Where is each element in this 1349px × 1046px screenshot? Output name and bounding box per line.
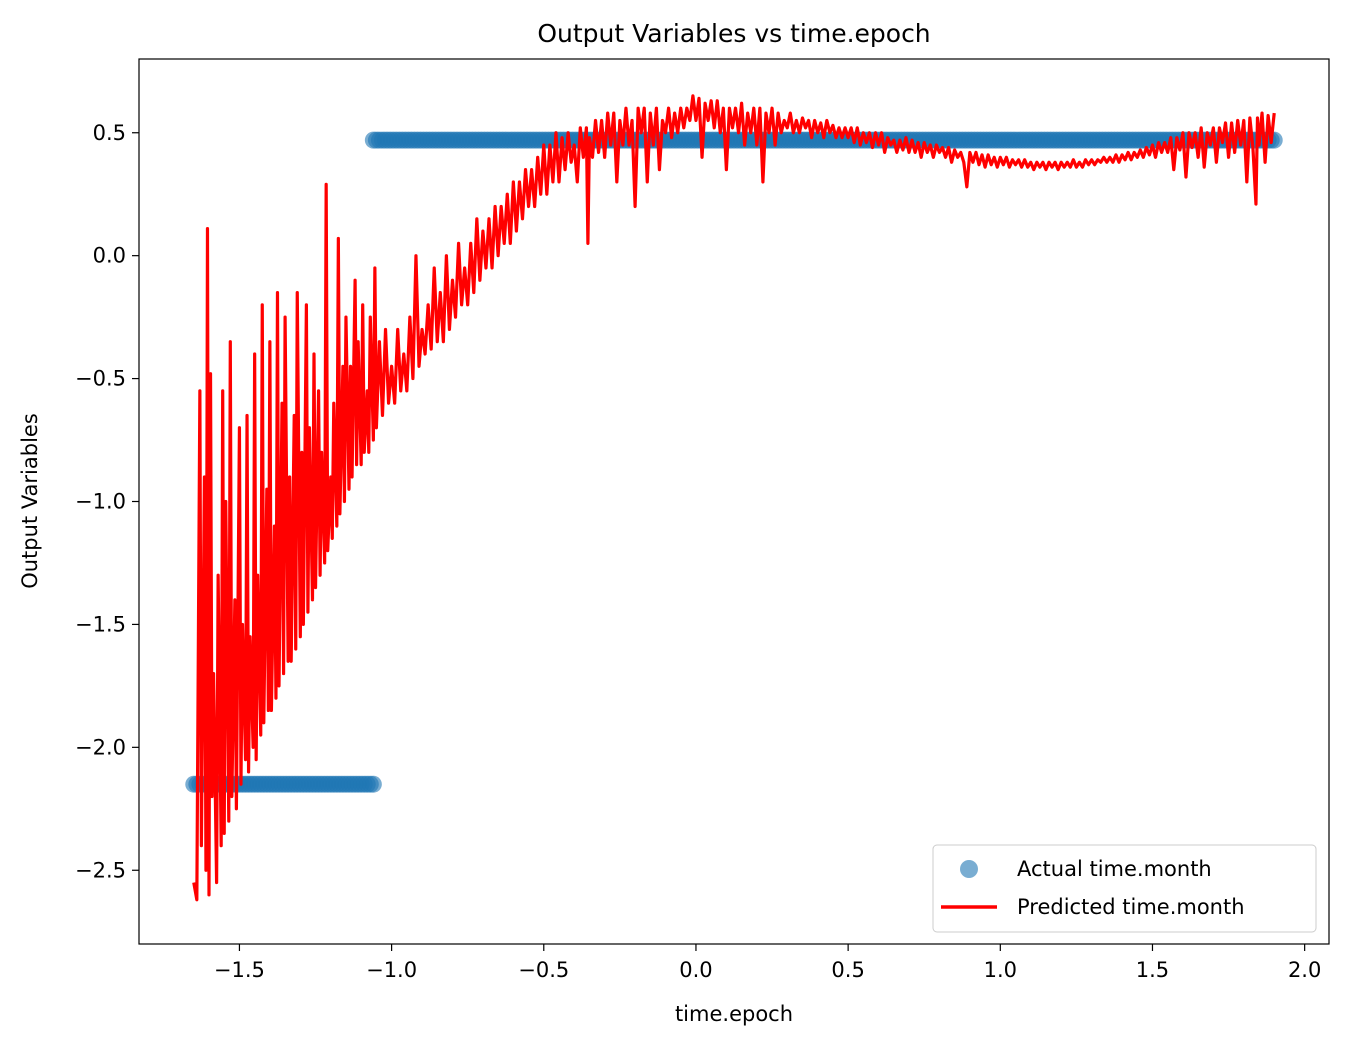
legend-box: [932, 844, 1317, 933]
y-axis: 0.5 0.0 −0.5 −1.0 −1.5 −2.0 −2.5: [75, 121, 139, 882]
x-axis-label: time.epoch: [675, 1002, 793, 1026]
y-tick-label: −0.5: [75, 367, 126, 391]
y-tick-label: −1.0: [75, 490, 126, 514]
y-tick-label: −2.5: [75, 858, 126, 882]
x-tick-label: 2.0: [1288, 958, 1321, 982]
x-tick-label: −1.0: [366, 958, 417, 982]
line-series: [192, 94, 1276, 902]
x-tick-label: 0.5: [831, 958, 864, 982]
scatter-point: [364, 775, 382, 793]
legend-label-actual: Actual time.month: [1017, 857, 1212, 881]
x-axis: −1.5 −1.0 −0.5 0.0 0.5 1.0 1.5 2.0: [214, 944, 1321, 982]
x-tick-label: −1.5: [214, 958, 265, 982]
y-tick-label: −1.5: [75, 612, 126, 636]
x-tick-label: 1.0: [984, 958, 1017, 982]
plot-area: [138, 58, 1330, 945]
y-tick-label: −2.0: [75, 735, 126, 759]
x-tick-label: 0.0: [679, 958, 712, 982]
legend-label-predicted: Predicted time.month: [1017, 895, 1245, 919]
y-tick-label: 0.0: [93, 244, 126, 268]
legend-scatter-marker: [960, 860, 978, 878]
y-tick-label: 0.5: [93, 121, 126, 145]
y-axis-label: Output Variables: [18, 413, 42, 589]
x-tick-label: −0.5: [518, 958, 569, 982]
chart-title: Output Variables vs time.epoch: [537, 19, 930, 48]
legend: Actual time.month Predicted time.month: [932, 844, 1317, 933]
predicted-line: [192, 94, 1276, 902]
x-tick-label: 1.5: [1136, 958, 1169, 982]
